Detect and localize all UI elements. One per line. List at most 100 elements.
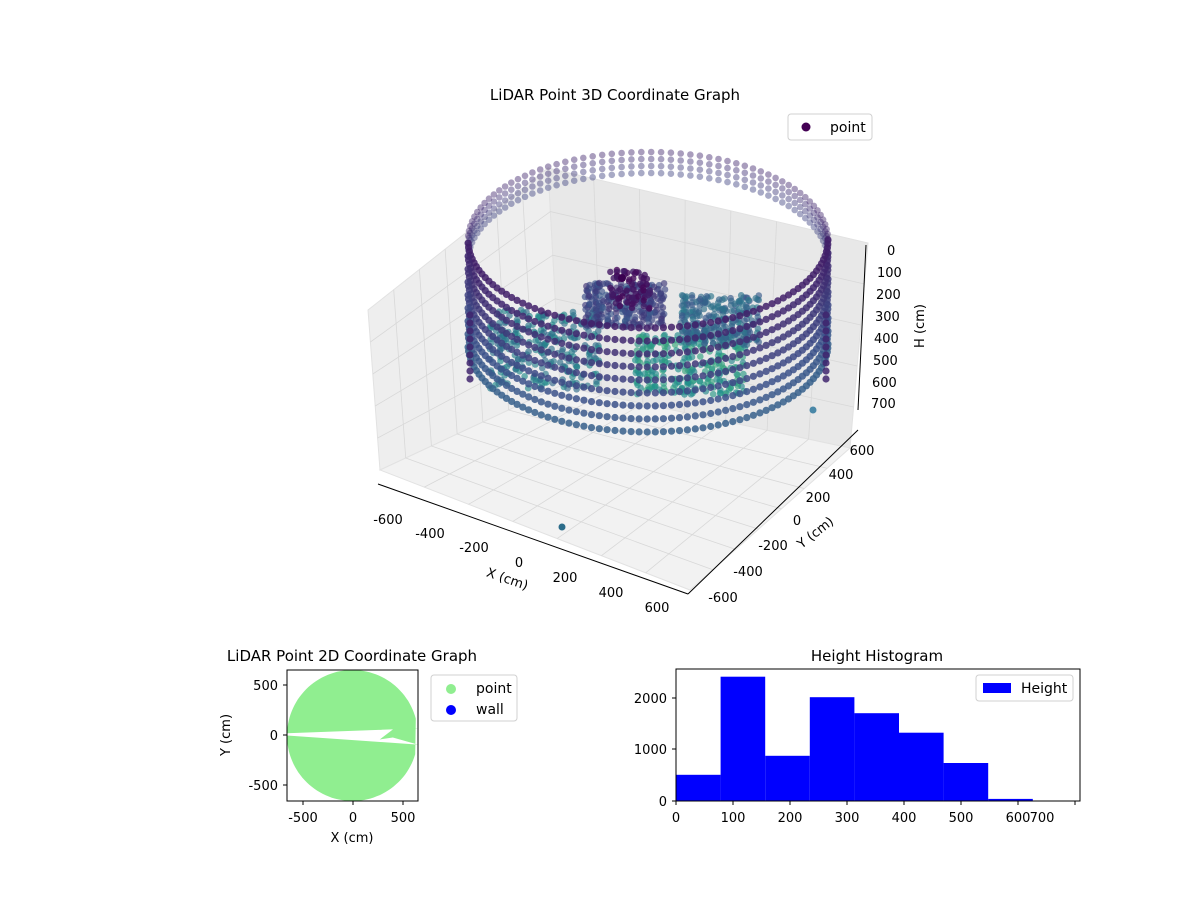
y-tick-label: 600 xyxy=(850,444,875,459)
cloud-point xyxy=(749,385,758,393)
cloud-point xyxy=(779,372,787,380)
cloud-point xyxy=(610,274,617,282)
z-tick-label: 400 xyxy=(874,332,899,347)
cloud-point xyxy=(659,296,666,303)
cloud-point xyxy=(508,384,516,393)
cloud-point xyxy=(513,296,521,304)
cloud-point xyxy=(638,148,645,156)
cloud-point xyxy=(715,176,722,184)
cloud-point xyxy=(784,369,793,377)
cloud-point xyxy=(707,357,715,366)
cloud-point xyxy=(608,290,616,297)
x-tick-group-histogram: 0 100 200 300 400 500 600 700 xyxy=(672,801,1076,826)
cloud-point xyxy=(762,302,770,310)
cloud-point xyxy=(736,403,744,411)
cloud-point xyxy=(628,281,636,288)
cloud-point xyxy=(595,347,603,355)
cloud-point xyxy=(714,395,722,403)
y-tick-label: -600 xyxy=(708,591,738,606)
cloud-point xyxy=(582,306,589,313)
cloud-point xyxy=(667,401,676,409)
cloud-point xyxy=(667,336,676,344)
cloud-point xyxy=(691,347,699,355)
cloud-point xyxy=(471,213,478,220)
cloud-point xyxy=(537,333,545,341)
cloud-point xyxy=(667,323,676,331)
cloud-point xyxy=(784,304,793,312)
grid-line xyxy=(482,421,782,510)
grid-line xyxy=(444,249,458,435)
cloud-point xyxy=(519,312,527,320)
cloud-point xyxy=(693,312,701,320)
x-tick-label: 400 xyxy=(599,586,624,601)
cloud-point xyxy=(536,180,544,187)
cloud-point xyxy=(525,322,532,330)
cloud-point xyxy=(714,421,722,429)
cloud-point xyxy=(733,370,741,378)
cloud-point xyxy=(496,201,503,208)
cloud-point xyxy=(749,359,758,367)
cloud-point xyxy=(657,155,665,163)
grid-line xyxy=(393,289,407,459)
cloud-point xyxy=(623,315,631,322)
cloud-point xyxy=(537,398,545,406)
cloud-point xyxy=(819,223,827,230)
cloud-point xyxy=(624,299,631,306)
cloud-point xyxy=(756,409,764,417)
cloud-point xyxy=(727,384,734,392)
cloud-point xyxy=(762,393,770,401)
cloud-point xyxy=(814,228,821,235)
cloud-point xyxy=(513,348,521,356)
cloud-point xyxy=(532,337,539,345)
cloud-point xyxy=(466,359,474,367)
grid-line xyxy=(419,269,432,447)
cloud-point xyxy=(822,319,830,327)
y-tick-label: 1000 xyxy=(634,743,667,758)
cloud-point xyxy=(474,229,481,237)
cloud-point xyxy=(531,369,539,378)
cloud-point xyxy=(572,408,581,416)
cloud-point xyxy=(580,168,587,176)
cloud-point xyxy=(521,172,529,180)
cloud-point xyxy=(558,339,566,347)
cloud-point xyxy=(580,331,588,339)
cloud-point xyxy=(635,402,643,410)
cloud-point xyxy=(514,189,522,197)
cloud-point xyxy=(768,404,776,412)
cloud-point xyxy=(490,205,498,212)
cloud-point xyxy=(691,360,699,368)
outlier-point xyxy=(809,406,817,414)
cloud-point xyxy=(623,287,630,294)
cloud-point xyxy=(529,190,536,197)
cloud-point xyxy=(774,297,782,305)
cloud-point xyxy=(611,387,619,396)
cloud-point xyxy=(768,352,776,360)
cloud-point xyxy=(749,179,757,186)
cloud-point xyxy=(474,215,481,223)
cloud-point xyxy=(714,369,722,377)
cloud-point xyxy=(736,351,744,359)
cloud-point xyxy=(466,319,474,327)
cloud-point xyxy=(683,374,692,382)
cloud-point xyxy=(675,336,684,344)
cloud-point xyxy=(536,187,544,194)
cloud-point xyxy=(749,165,757,172)
cloud-point xyxy=(611,348,619,357)
cloud-point xyxy=(467,222,474,230)
grid-line xyxy=(457,433,759,530)
cloud-point xyxy=(471,220,478,227)
cloud-point xyxy=(806,212,814,219)
cloud-point xyxy=(683,413,692,421)
cloud-point xyxy=(619,349,627,357)
x-tick-label: 200 xyxy=(778,811,803,826)
cloud-point xyxy=(715,169,722,177)
cloud-point xyxy=(729,418,737,426)
cloud-point xyxy=(589,174,596,181)
cloud-point xyxy=(618,163,625,171)
cloud-point xyxy=(519,390,527,398)
cloud-point xyxy=(544,400,552,408)
cloud-point xyxy=(607,268,614,276)
cloud-point xyxy=(490,212,498,219)
cloud-point xyxy=(565,354,573,362)
cloud-point xyxy=(822,375,830,383)
